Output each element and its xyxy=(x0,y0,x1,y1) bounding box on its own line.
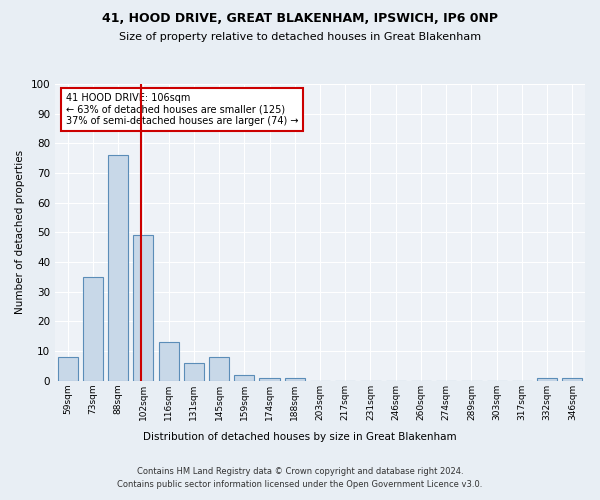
Bar xyxy=(259,378,280,381)
Bar xyxy=(108,155,128,381)
Bar xyxy=(537,378,557,381)
Text: Size of property relative to detached houses in Great Blakenham: Size of property relative to detached ho… xyxy=(119,32,481,42)
Bar xyxy=(209,357,229,381)
Text: Distribution of detached houses by size in Great Blakenham: Distribution of detached houses by size … xyxy=(143,432,457,442)
Bar xyxy=(284,378,305,381)
Bar xyxy=(83,277,103,381)
Bar xyxy=(133,236,154,381)
Bar xyxy=(158,342,179,381)
Bar xyxy=(234,375,254,381)
Text: 41, HOOD DRIVE, GREAT BLAKENHAM, IPSWICH, IP6 0NP: 41, HOOD DRIVE, GREAT BLAKENHAM, IPSWICH… xyxy=(102,12,498,26)
Bar xyxy=(562,378,583,381)
Bar xyxy=(184,363,204,381)
Text: 41 HOOD DRIVE: 106sqm
← 63% of detached houses are smaller (125)
37% of semi-det: 41 HOOD DRIVE: 106sqm ← 63% of detached … xyxy=(65,93,298,126)
Text: Contains HM Land Registry data © Crown copyright and database right 2024.
Contai: Contains HM Land Registry data © Crown c… xyxy=(118,468,482,489)
Y-axis label: Number of detached properties: Number of detached properties xyxy=(15,150,25,314)
Bar xyxy=(58,357,78,381)
